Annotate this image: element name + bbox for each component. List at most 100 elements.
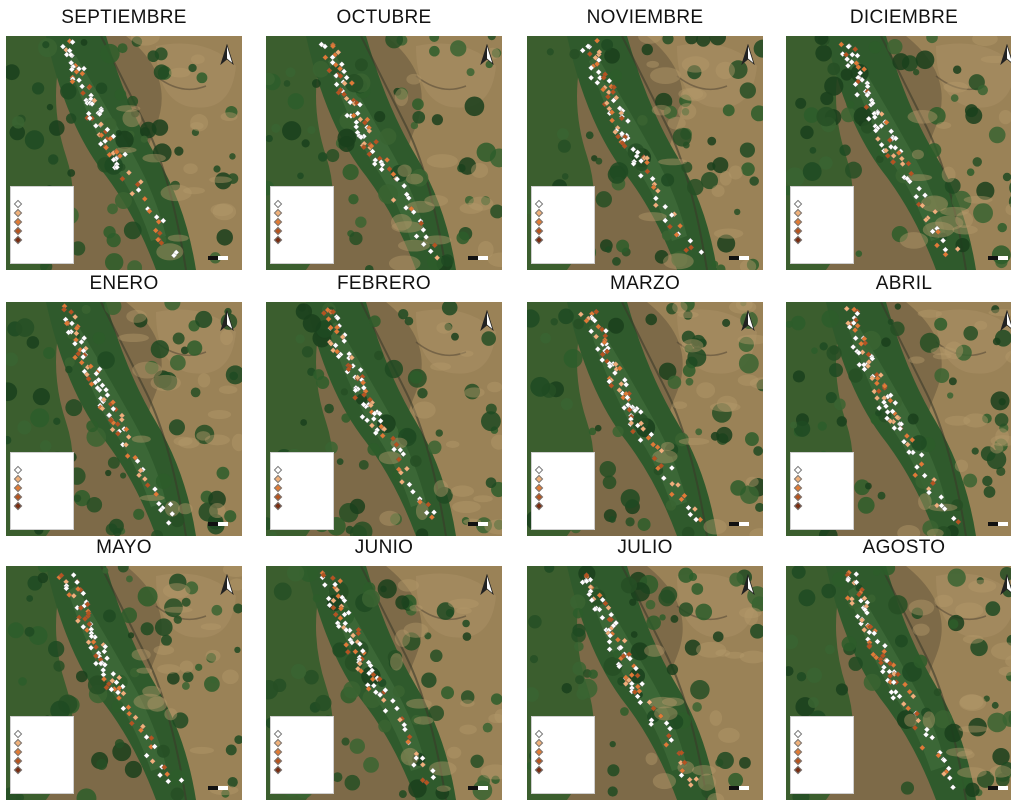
legend-row	[534, 235, 592, 244]
sample-point	[125, 433, 132, 440]
sample-point	[371, 160, 378, 168]
sample-point	[83, 371, 90, 378]
sample-point	[416, 498, 424, 506]
sample-point	[595, 323, 602, 330]
sample-point	[588, 597, 595, 604]
sample-point	[882, 403, 890, 410]
sample-point	[161, 764, 168, 771]
sample-point	[79, 70, 86, 77]
sample-point	[366, 127, 373, 135]
sample-point	[679, 767, 686, 774]
sample-point	[660, 475, 667, 482]
sample-point	[376, 410, 383, 417]
sample-point	[922, 216, 930, 223]
sample-point	[165, 778, 172, 785]
sample-point	[329, 43, 336, 50]
sample-point	[886, 660, 894, 667]
sample-point	[86, 115, 93, 122]
sample-point	[377, 691, 384, 698]
sample-point	[668, 737, 675, 744]
scale-bar-icon	[988, 256, 1008, 260]
sample-point	[873, 380, 880, 387]
sample-point	[845, 576, 852, 584]
sample-point	[352, 648, 359, 655]
legend-row	[273, 208, 331, 217]
legend-swatch	[273, 483, 283, 492]
sample-point	[372, 429, 379, 436]
sample-point	[890, 158, 897, 165]
sample-point	[85, 375, 92, 382]
sample-point	[132, 714, 139, 721]
sample-point	[601, 339, 608, 346]
sample-point	[364, 417, 371, 424]
sample-point	[100, 676, 108, 683]
panel-title: MARZO	[609, 273, 681, 294]
sample-point	[600, 74, 607, 81]
sample-point	[693, 776, 700, 783]
sample-point	[358, 134, 365, 141]
map-frame	[266, 36, 502, 270]
sample-point	[864, 83, 871, 90]
sample-point	[395, 456, 402, 463]
sample-point	[128, 720, 135, 727]
sample-point	[105, 680, 112, 687]
sample-point	[333, 81, 340, 88]
sample-point	[662, 203, 669, 210]
sample-point	[905, 705, 912, 712]
legend-row	[793, 208, 851, 217]
legend-swatch	[273, 729, 283, 738]
sample-point	[419, 755, 426, 762]
sample-point	[335, 623, 342, 630]
sample-point	[918, 451, 925, 458]
sample-point	[884, 152, 891, 159]
legend-swatch	[13, 738, 23, 747]
map-panel: ENERO	[6, 268, 242, 536]
sample-point	[645, 434, 652, 441]
sample-point	[880, 399, 887, 406]
sample-point	[620, 653, 627, 660]
map-frame	[6, 566, 242, 800]
sample-point	[63, 51, 70, 58]
sample-point	[648, 717, 655, 724]
sample-point	[683, 247, 690, 254]
sample-point	[941, 757, 948, 764]
legend-row	[273, 492, 331, 501]
legend-row	[273, 756, 331, 765]
sample-point	[658, 447, 665, 454]
sample-point	[608, 611, 615, 618]
legend-swatch	[273, 738, 283, 747]
legend-swatch	[273, 217, 283, 226]
sample-point	[654, 187, 661, 194]
legend-swatch	[534, 474, 544, 483]
map-legend	[270, 186, 334, 264]
map-legend	[531, 186, 595, 264]
sample-point	[898, 155, 905, 162]
map-legend	[531, 452, 595, 530]
sample-point	[863, 609, 871, 616]
sample-point	[687, 237, 694, 244]
sample-point	[122, 441, 130, 448]
legend-swatch	[273, 492, 283, 501]
map-panel: SEPTIEMBRE	[6, 2, 242, 270]
sample-point	[646, 699, 653, 706]
panel-title: ABRIL	[875, 273, 933, 294]
sample-point	[86, 83, 93, 90]
sample-point	[855, 349, 862, 356]
map-panel: NOVIEMBRE	[527, 2, 763, 270]
sample-point	[853, 579, 860, 586]
sample-point	[116, 685, 123, 692]
legend-swatch	[793, 756, 803, 765]
sample-point	[354, 374, 361, 381]
sample-point	[634, 693, 641, 700]
sample-point	[897, 425, 904, 432]
sample-point	[890, 694, 897, 701]
sample-point	[410, 761, 417, 769]
sample-point	[67, 51, 74, 58]
sample-point	[888, 128, 895, 135]
legend-row	[273, 199, 331, 208]
sample-point	[858, 340, 865, 347]
sample-point	[588, 328, 595, 335]
sample-point	[620, 394, 627, 401]
sample-point	[611, 369, 619, 377]
legend-swatch	[793, 483, 803, 492]
